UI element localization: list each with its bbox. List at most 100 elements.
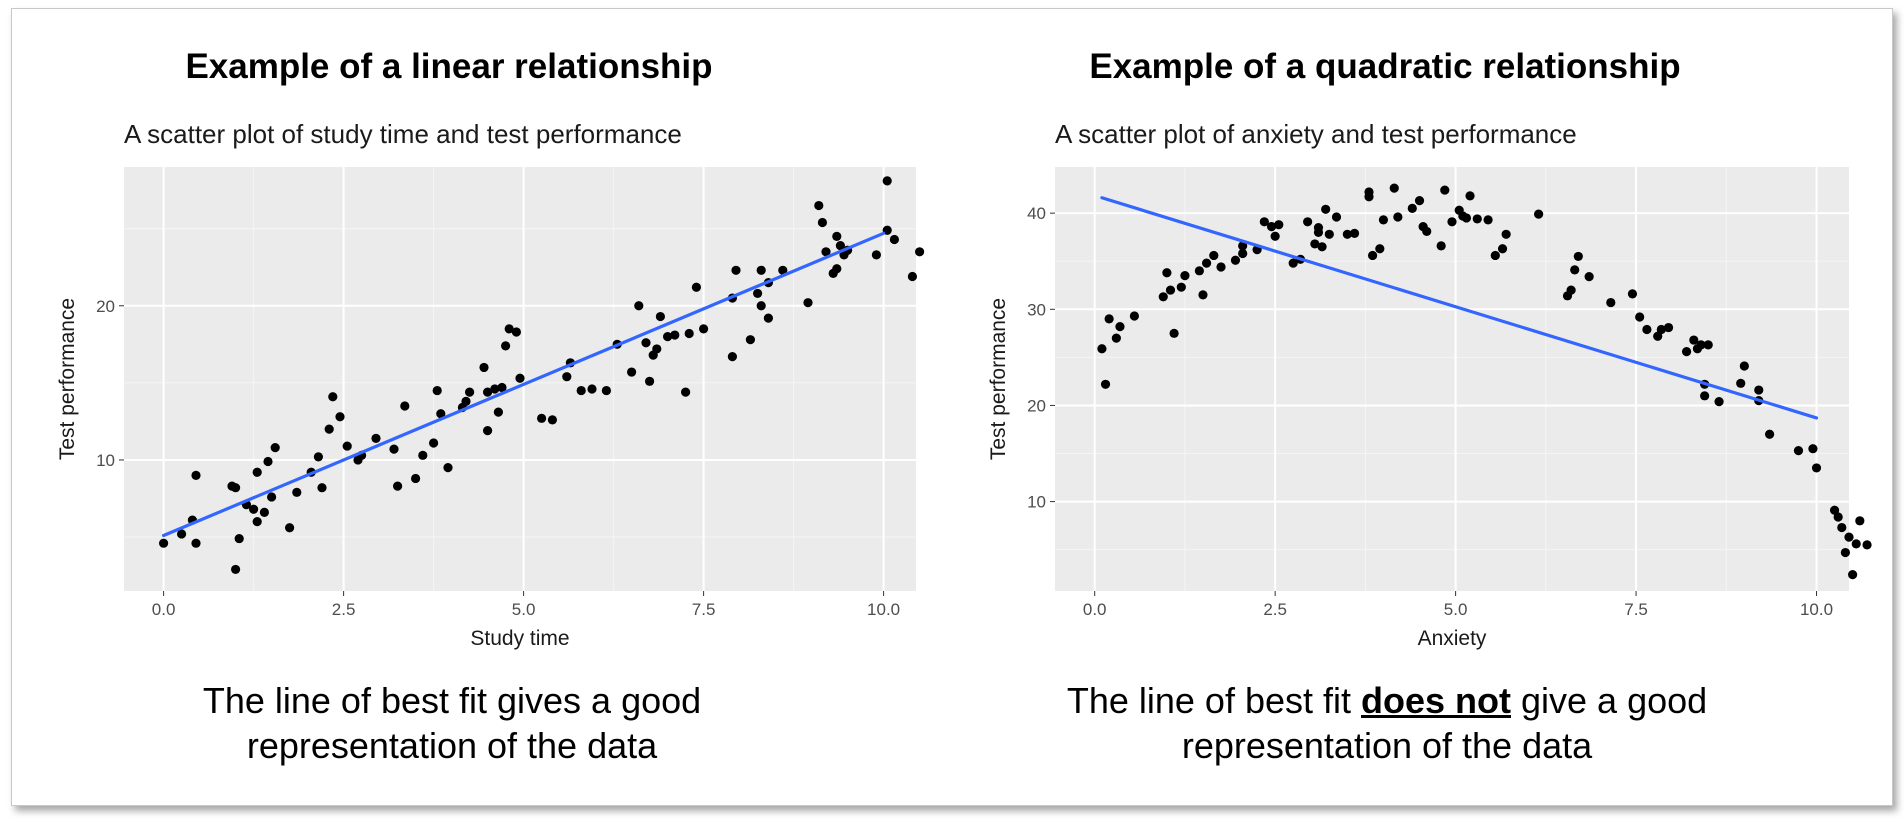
data-point xyxy=(1844,532,1854,542)
y-tick-label: 20 xyxy=(1027,396,1046,415)
data-point xyxy=(1851,539,1861,549)
data-point xyxy=(1393,212,1403,222)
data-point xyxy=(882,176,892,186)
data-point xyxy=(835,241,846,251)
data-point xyxy=(641,338,651,348)
data-point xyxy=(1288,258,1298,268)
data-point xyxy=(328,392,338,402)
data-point xyxy=(1653,331,1663,341)
data-point xyxy=(1829,505,1840,515)
x-tick-label: 10.0 xyxy=(1800,600,1833,619)
data-point xyxy=(547,415,558,425)
data-point xyxy=(1321,204,1331,214)
data-point xyxy=(1162,268,1172,278)
data-point xyxy=(443,463,453,473)
data-point xyxy=(1811,463,1822,473)
left-caption: The line of best fit gives a good repres… xyxy=(0,678,922,768)
data-point xyxy=(191,538,201,548)
data-point xyxy=(1158,292,1168,302)
data-point xyxy=(483,426,493,436)
data-point xyxy=(1414,196,1425,206)
data-point xyxy=(1317,242,1327,252)
data-point xyxy=(670,330,680,340)
chart-subtitle: A scatter plot of study time and test pe… xyxy=(124,119,682,149)
data-point xyxy=(1490,250,1500,261)
data-point xyxy=(252,467,262,477)
data-point xyxy=(429,438,439,448)
left-panel: Example of a linear relationship A scatt… xyxy=(12,9,952,805)
x-tick-label: 5.0 xyxy=(1444,600,1468,619)
data-point xyxy=(763,313,774,323)
data-point xyxy=(515,373,525,383)
data-point xyxy=(821,247,831,257)
data-point xyxy=(461,396,471,406)
data-point xyxy=(756,301,766,311)
right-caption: The line of best fit does not give a goo… xyxy=(917,678,1857,768)
y-tick-label: 20 xyxy=(96,297,115,316)
data-point xyxy=(1238,241,1248,251)
data-point xyxy=(1534,209,1544,219)
data-point xyxy=(601,385,612,396)
data-point xyxy=(317,483,327,493)
data-point xyxy=(1180,271,1190,281)
data-point xyxy=(1840,547,1850,558)
data-point xyxy=(756,265,766,275)
data-point xyxy=(1440,185,1450,195)
data-point xyxy=(1573,251,1583,262)
right-caption-emphasis: does not xyxy=(1361,680,1511,721)
data-point xyxy=(1497,244,1508,254)
data-point xyxy=(1714,396,1724,407)
data-point xyxy=(1862,540,1872,550)
slide-frame: Example of a linear relationship A scatt… xyxy=(11,8,1893,806)
data-point xyxy=(1422,226,1432,237)
data-point xyxy=(191,470,201,480)
data-point xyxy=(1129,311,1139,321)
data-point xyxy=(249,504,259,514)
data-point xyxy=(418,450,428,460)
data-point xyxy=(252,517,262,527)
data-point xyxy=(915,247,925,257)
data-point xyxy=(504,324,514,334)
right-caption-post: give a good xyxy=(1511,680,1708,721)
plot-panel xyxy=(1055,167,1849,591)
data-point xyxy=(1342,229,1352,239)
data-point xyxy=(1194,266,1204,276)
data-point xyxy=(832,264,842,274)
data-point xyxy=(436,409,446,419)
data-point xyxy=(1739,361,1749,371)
right-heading: Example of a quadratic relationship xyxy=(1089,47,1681,86)
data-point xyxy=(259,507,269,517)
data-point xyxy=(1364,187,1374,197)
x-tick-label: 0.0 xyxy=(1083,600,1107,619)
data-point xyxy=(803,298,813,308)
data-point xyxy=(1808,444,1818,454)
data-point xyxy=(576,385,586,396)
x-tick-label: 5.0 xyxy=(512,600,536,619)
data-point xyxy=(389,444,399,454)
data-point xyxy=(587,384,597,394)
data-point xyxy=(1606,297,1616,308)
data-point xyxy=(1703,340,1713,350)
data-point xyxy=(1663,322,1674,333)
data-point xyxy=(1656,324,1666,335)
data-point xyxy=(1104,314,1114,324)
data-point xyxy=(1216,262,1226,272)
data-point xyxy=(727,352,738,362)
data-point xyxy=(1465,191,1475,201)
data-point xyxy=(1566,285,1576,295)
data-point xyxy=(832,231,842,241)
data-point xyxy=(267,492,277,502)
data-point xyxy=(285,523,295,533)
data-point xyxy=(1349,228,1360,238)
data-point xyxy=(655,311,666,322)
x-tick-label: 2.5 xyxy=(332,600,356,619)
data-point xyxy=(1855,516,1865,526)
data-point xyxy=(1461,213,1472,223)
x-axis-label: Anxiety xyxy=(1418,627,1487,650)
x-tick-label: 7.5 xyxy=(692,600,716,619)
data-point xyxy=(691,282,702,292)
data-point xyxy=(889,234,900,245)
data-point xyxy=(1310,239,1320,249)
data-point xyxy=(1570,265,1580,275)
data-point xyxy=(1165,285,1176,295)
